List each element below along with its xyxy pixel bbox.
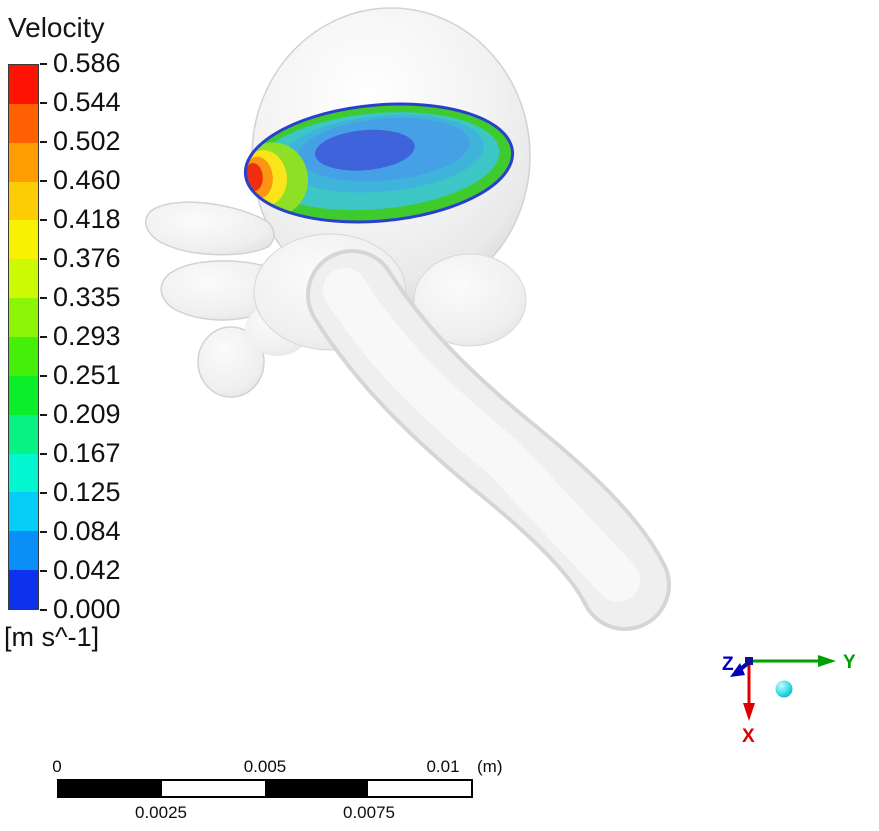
slice-light-blue-band: [298, 117, 470, 182]
triad-sphere: [775, 680, 793, 698]
velocity-contour-slice: [240, 102, 515, 224]
colorbar-label: 0.376: [53, 243, 121, 273]
y-axis-arrowhead: [818, 655, 836, 667]
slice-outline: [243, 102, 515, 224]
legend-units: [m s^-1]: [4, 622, 100, 652]
x-axis-arrowhead: [743, 703, 755, 721]
jet-orange-ring: [242, 156, 273, 199]
lobe-connector: [245, 304, 309, 356]
left-lower-lobe: [197, 326, 265, 398]
ruler-segment: [265, 781, 368, 796]
z-axis-label: Z: [722, 654, 734, 675]
colorbar-band: [9, 181, 38, 221]
y-axis-label: Y: [843, 652, 856, 673]
scale-ruler-bar: [57, 779, 473, 798]
colorbar-label: 0.544: [53, 87, 121, 117]
ruler-label-00075: 0.0075: [343, 803, 395, 822]
ruler-segment: [162, 781, 265, 796]
slice-cyan-blue-band: [280, 114, 484, 193]
ruler-label-001: 0.01: [426, 757, 460, 776]
colorbar-label: 0.418: [53, 204, 121, 234]
colorbar-band: [9, 298, 38, 338]
jet-green-ring: [240, 142, 309, 217]
colorbar-label: 0.502: [53, 126, 121, 156]
colorbar-label: 0.042: [53, 555, 121, 585]
colorbar-band: [9, 414, 38, 454]
colorbar-band: [9, 570, 38, 610]
colorbar-label: 0.209: [53, 399, 121, 429]
ruler-label-0005: 0.005: [243, 757, 287, 776]
colorbar-label: 0.167: [53, 438, 121, 468]
aneurysm-geometry: [145, 7, 671, 631]
colorbar-band: [9, 220, 38, 260]
ruler-label-0: 0: [52, 757, 62, 776]
colorbar-band: [9, 103, 38, 143]
colorbar-band: [9, 65, 38, 104]
colorbar-ticks: [40, 63, 47, 611]
colorbar-band: [9, 453, 38, 493]
colorbar-tick-labels: 0.586 0.544 0.502 0.460 0.418 0.376 0.33…: [53, 50, 121, 623]
slice-blue-core: [314, 129, 415, 171]
vessel-junction: [253, 233, 407, 351]
ruler-units: (m): [477, 757, 503, 776]
colorbar-label: 0.293: [53, 321, 121, 351]
colorbar-band: [9, 531, 38, 571]
axes-triad: Y X Z: [722, 652, 856, 747]
triad-origin: [745, 657, 753, 665]
colorbar-label: 0.000: [53, 594, 121, 624]
colorbar-label: 0.586: [53, 48, 121, 78]
jet-red-core: [244, 163, 263, 191]
colorbar-band: [9, 492, 38, 532]
main-vessel: [306, 249, 671, 631]
jet-yellow-ring: [240, 150, 287, 207]
colorbar-band: [9, 259, 38, 299]
ruler-segment: [368, 781, 471, 796]
slice-outer-green-band: [245, 104, 513, 222]
colorbar-label: 0.251: [53, 360, 121, 390]
velocity-colorbar: [8, 64, 39, 610]
colorbar-label: 0.125: [53, 477, 121, 507]
legend-title: Velocity: [8, 12, 105, 43]
ruler-segment: [59, 781, 162, 796]
right-branch-bulge: [413, 253, 527, 347]
colorbar-label: 0.460: [53, 165, 121, 195]
z-axis-arrow: [736, 658, 754, 673]
slice-cyan-region: [254, 112, 500, 211]
colorbar-band: [9, 375, 38, 415]
colorbar-label: 0.084: [53, 516, 121, 546]
colorbar-band: [9, 142, 38, 182]
x-axis-label: X: [742, 726, 755, 747]
colorbar-label: 0.335: [53, 282, 121, 312]
aneurysm-dome: [251, 7, 531, 305]
left-middle-lobe: [160, 260, 280, 321]
ruler-label-00025: 0.0025: [135, 803, 187, 822]
colorbar-band: [9, 337, 38, 376]
z-axis-arrowhead: [730, 663, 745, 677]
left-upper-lobe: [145, 201, 275, 256]
